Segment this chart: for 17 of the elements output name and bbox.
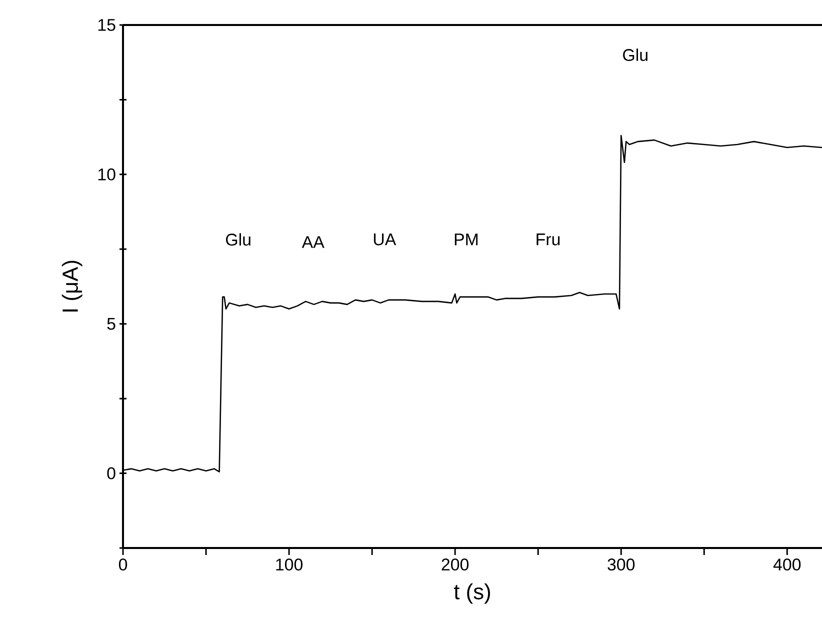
x-tick-label: 300	[608, 558, 635, 571]
y-tick-label: 0	[107, 467, 116, 480]
annotation: Fru	[536, 234, 560, 246]
y-axis-title: I (μA)	[62, 260, 82, 312]
annotation: PM	[454, 234, 478, 246]
annotation: Glu	[226, 233, 250, 246]
annotation: UA	[374, 234, 396, 246]
y-tick-label: 15	[98, 19, 116, 31]
annotation: Glu	[623, 48, 648, 62]
x-tick-label: 0	[118, 558, 128, 571]
y-tick-label: 10	[98, 168, 116, 180]
x-tick-label: 400	[773, 558, 801, 571]
x-tick-label: 100	[276, 558, 303, 571]
annotation: AA	[302, 236, 324, 248]
x-tick-label: 200	[442, 558, 469, 571]
y-tick-label: 5	[107, 318, 116, 330]
x-axis-title: t (s)	[454, 583, 490, 604]
